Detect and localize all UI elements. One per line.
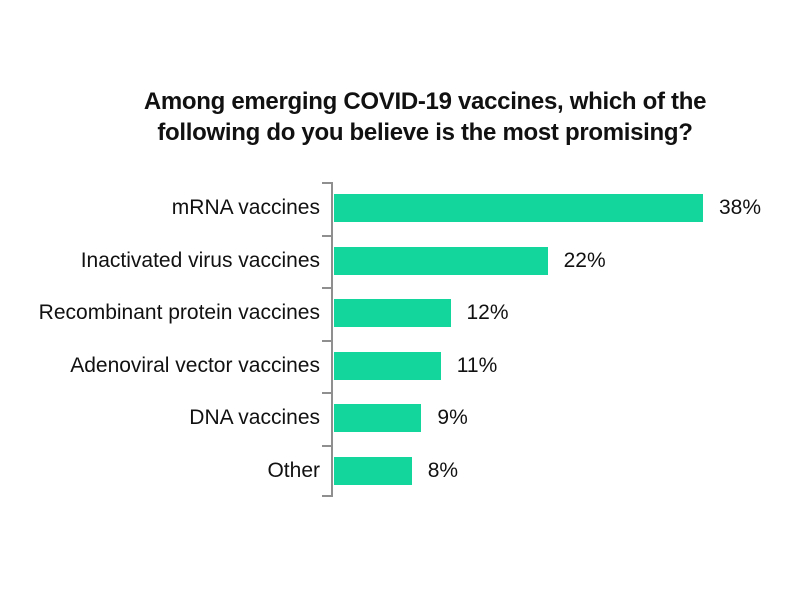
category-label: DNA vaccines	[189, 406, 320, 430]
category-label: Inactivated virus vaccines	[80, 248, 320, 272]
plot-area: mRNA vaccines 38% Inactivated virus vaccin…	[0, 182, 800, 497]
bar-row: Inactivated virus vaccines 22%	[0, 235, 800, 288]
value-label: 11%	[456, 353, 498, 377]
y-axis-line	[331, 182, 333, 497]
bar	[334, 404, 422, 433]
axis-tick	[322, 287, 331, 289]
axis-tick	[322, 182, 331, 184]
category-label: Other	[267, 458, 320, 482]
bar	[334, 246, 548, 275]
chart-title-line-1: Among emerging COVID-19 vaccines, which …	[143, 88, 707, 115]
category-label: Adenoviral vector vaccines	[70, 353, 320, 377]
axis-tick	[322, 495, 331, 497]
bar	[334, 299, 451, 328]
bar	[334, 351, 441, 380]
axis-tick	[322, 392, 331, 394]
category-label: Recombinant protein vaccines	[38, 301, 320, 325]
axis-tick	[322, 340, 331, 342]
bar-row: Recombinant protein vaccines 12%	[0, 287, 800, 340]
value-label: 22%	[563, 248, 606, 272]
value-label: 9%	[437, 406, 468, 430]
bar-row: DNA vaccines 9%	[0, 392, 800, 445]
value-label: 38%	[719, 196, 762, 220]
bar-row: Other 8%	[0, 445, 800, 498]
chart-title: Among emerging COVID-19 vaccines, which …	[50, 86, 800, 148]
axis-tick	[322, 445, 331, 447]
category-label: mRNA vaccines	[171, 196, 320, 220]
value-label: 8%	[427, 458, 459, 482]
bar-row: Adenoviral vector vaccines 11%	[0, 340, 800, 393]
chart-title-line-2: following do you believe is the most pro…	[157, 119, 693, 146]
value-label: 12%	[466, 301, 509, 325]
axis-tick	[322, 235, 331, 237]
bar	[334, 194, 703, 223]
bar	[334, 456, 412, 485]
bar-row: mRNA vaccines 38%	[0, 182, 800, 235]
